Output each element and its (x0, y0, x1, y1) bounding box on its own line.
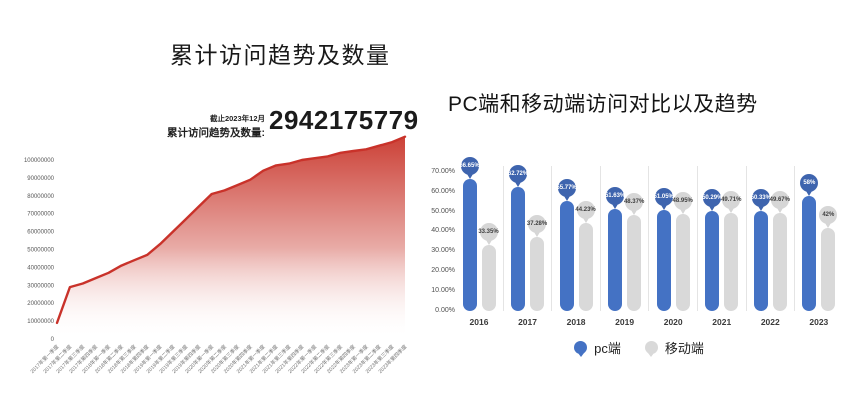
pc-value-balloon-2022: 50.33% (751, 189, 771, 208)
mobile-legend-icon (644, 341, 658, 354)
group-separator (696, 166, 698, 311)
y-axis-tick: 90000000 (27, 176, 54, 182)
asof-note: 截止2023年12月 (209, 114, 265, 123)
cumulative-area-chart: 100000000 90000000 80000000 70000000 6000000… (10, 130, 424, 392)
y-axis-tick: 20.00% (431, 266, 455, 274)
cumulative-annotation: 截止2023年12月 累计访问趋势及数量: (118, 113, 265, 140)
mobile-value-balloon-2019: 48.37% (624, 193, 644, 212)
trend-line (55, 135, 407, 325)
y-axis-tick: 50.00% (431, 207, 455, 215)
pc-bar-2022 (753, 211, 768, 311)
pc-bar-2020 (656, 209, 671, 311)
mobile-bar-2020 (675, 214, 690, 311)
y-axis-tick: 30000000 (27, 283, 54, 289)
legend-item-mobile: 移动端 (644, 338, 704, 357)
category-label-2020: 2020 (663, 317, 683, 327)
mobile-bar-2019 (627, 215, 642, 311)
category-label-2018: 2018 (566, 317, 586, 327)
y-axis-tick: 50000000 (27, 248, 54, 254)
mobile-bar-2018 (578, 223, 593, 311)
y-axis-tick: 70.00% (431, 167, 455, 175)
category-label-2022: 2022 (760, 317, 780, 327)
category-label-2023: 2023 (809, 317, 829, 327)
group-separator (551, 166, 553, 311)
group-separator (502, 166, 504, 311)
pc-value-balloon-2020: 51.05% (654, 187, 674, 206)
mobile-bar-2017 (530, 237, 545, 311)
y-axis-tick: 0 (51, 337, 55, 343)
y-axis-tick: 60.00% (431, 187, 455, 195)
mobile-value-balloon-2018: 44.23% (575, 201, 596, 220)
group-separator (794, 166, 796, 311)
mobile-bar-2022 (772, 212, 787, 311)
y-axis-tick: 40.00% (431, 227, 455, 235)
category-label-2021: 2021 (712, 317, 732, 327)
mobile-bar-2021 (724, 212, 739, 311)
legend-item-pc: pc端 (574, 338, 621, 357)
mobile-value-balloon-2022: 49.67% (770, 190, 790, 209)
mobile-value-balloon-2023: 42% (819, 205, 838, 224)
category-label-2019: 2019 (615, 317, 635, 327)
mobile-bar-2016 (481, 244, 496, 311)
pc-value-balloon-2021: 50.29% (702, 189, 722, 208)
chart-legend: pc端 移动端 (426, 338, 852, 357)
y-axis-tick: 10000000 (27, 319, 54, 325)
area-fill (57, 136, 405, 339)
y-axis-tick: 100000000 (24, 158, 55, 164)
category-label-2017: 2017 (518, 317, 537, 327)
category-label-2016: 2016 (469, 317, 489, 327)
y-axis-tick: 80000000 (27, 194, 54, 200)
pc-legend-icon (574, 341, 588, 354)
group-separator (745, 166, 747, 311)
mobile-value-balloon-2020: 48.95% (673, 192, 693, 211)
pc-value-balloon-2018: 55.77% (556, 178, 577, 197)
pc-value-balloon-2019: 51.63% (605, 186, 625, 205)
cumulative-area-svg: 1000000009000000080000000700000006000000… (24, 135, 408, 375)
pc-bar-2019 (608, 208, 623, 311)
pc-value-balloon-2017: 62.72% (508, 164, 528, 183)
pc-value-balloon-2023: 58% (800, 174, 819, 193)
pc-bar-2016 (462, 179, 477, 311)
y-axis-tick: 0.00% (435, 306, 455, 314)
group-separator (648, 166, 650, 311)
y-axis-tick: 20000000 (27, 301, 54, 307)
pc-bar-2017 (511, 186, 526, 311)
y-axis-tick: 30.00% (431, 247, 455, 255)
cumulative-annotation-label: 累计访问趋势及数量: (167, 127, 265, 139)
cumulative-visits-title: 累计访问趋势及数量 (170, 42, 391, 68)
mobile-value-balloon-2017: 37.28% (527, 215, 547, 234)
pc-bar-2023 (802, 196, 817, 311)
pc-mobile-title: PC端和移动端访问对比以及趋势 (448, 93, 758, 116)
mobile-bar-2023 (821, 227, 836, 311)
mobile-value-balloon-2016: 33.35% (478, 222, 499, 241)
pc-mobile-lollipop-chart: 70.00% 60.00% 50.00% 40.00% 30.00% 20.00% 10.0… (426, 157, 852, 365)
y-axis-tick: 40000000 (27, 265, 54, 271)
legend-label: 移动端 (664, 341, 704, 356)
pc-bar-2018 (559, 200, 574, 311)
y-axis-tick: 60000000 (27, 230, 54, 236)
cumulative-total-value: 2942175779 (269, 105, 419, 135)
mobile-value-balloon-2021: 49.71% (721, 190, 741, 209)
legend-label: pc端 (594, 341, 621, 356)
pc-bar-2021 (705, 211, 720, 311)
y-axis-tick: 10.00% (431, 286, 455, 294)
pc-value-balloon-2016: 66.65% (459, 157, 480, 176)
y-axis-tick: 70000000 (27, 212, 54, 218)
group-separator (599, 166, 601, 311)
